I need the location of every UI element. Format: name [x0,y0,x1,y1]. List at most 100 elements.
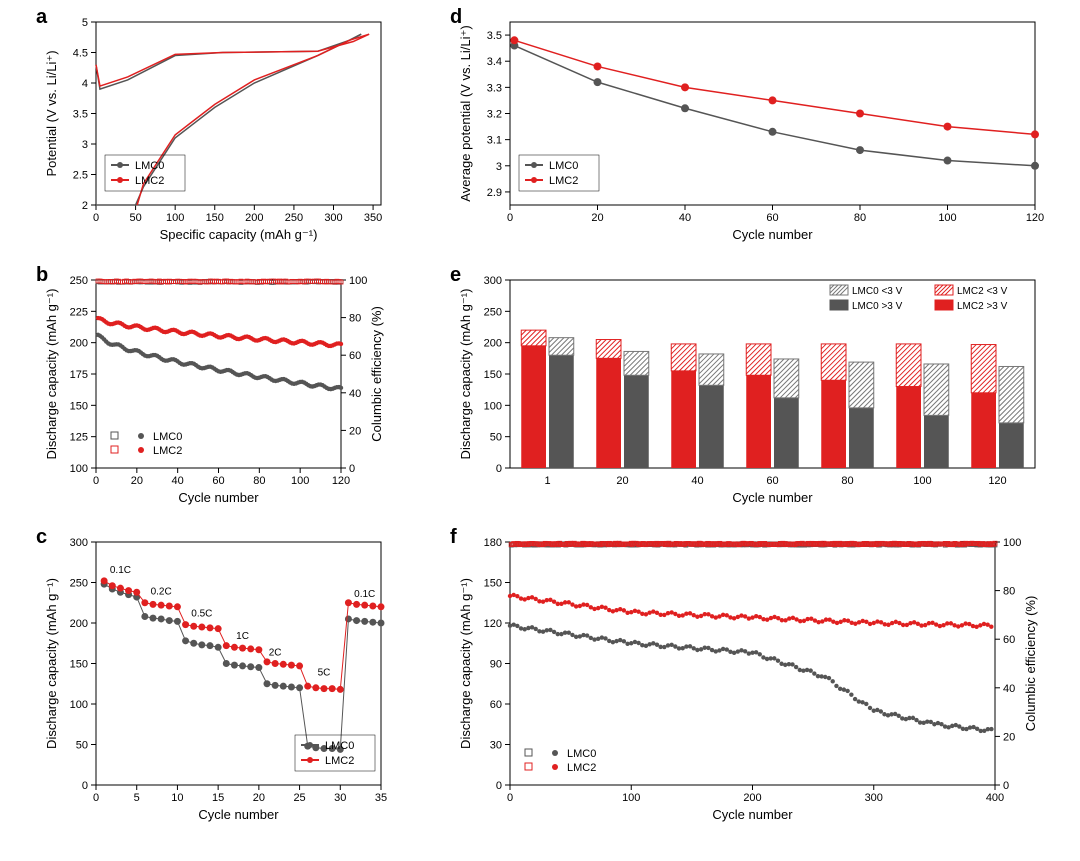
svg-text:50: 50 [490,432,502,444]
svg-text:20: 20 [253,792,265,804]
svg-text:120: 120 [988,475,1006,487]
svg-text:3.4: 3.4 [487,56,502,68]
svg-text:LMC2 <3 V: LMC2 <3 V [957,286,1008,297]
svg-text:60: 60 [349,350,361,362]
svg-text:40: 40 [679,212,691,224]
svg-text:40: 40 [691,475,703,487]
svg-text:0: 0 [93,792,99,804]
svg-text:2: 2 [82,200,88,212]
svg-text:LMC2: LMC2 [549,175,578,187]
svg-text:150: 150 [70,400,88,412]
svg-text:100: 100 [484,400,502,412]
svg-text:20: 20 [591,212,603,224]
svg-text:400: 400 [986,792,1004,804]
svg-text:0: 0 [93,212,99,224]
svg-text:3.1: 3.1 [487,135,502,147]
svg-text:120: 120 [1026,212,1044,224]
svg-text:120: 120 [484,618,502,630]
svg-text:20: 20 [131,475,143,487]
svg-text:Cycle number: Cycle number [712,807,793,822]
svg-text:1: 1 [544,475,550,487]
svg-text:100: 100 [166,212,184,224]
svg-text:20: 20 [1003,731,1015,743]
svg-text:300: 300 [324,212,342,224]
svg-text:5: 5 [134,792,140,804]
svg-text:LMC2: LMC2 [153,445,182,457]
svg-text:LMC0 <3 V: LMC0 <3 V [852,286,903,297]
panel-b: 020406080100120100125150175200225250Cycl… [36,268,396,513]
svg-text:Potential (V vs. Li/Li⁺): Potential (V vs. Li/Li⁺) [44,50,59,176]
svg-text:LMC2 >3 V: LMC2 >3 V [957,301,1008,312]
svg-text:150: 150 [206,212,224,224]
svg-text:2.9: 2.9 [487,187,502,199]
svg-text:100: 100 [622,792,640,804]
svg-text:0: 0 [507,792,513,804]
svg-text:200: 200 [743,792,761,804]
svg-text:25: 25 [293,792,305,804]
svg-text:200: 200 [484,338,502,350]
svg-text:Cycle number: Cycle number [732,490,813,505]
svg-text:100: 100 [1003,537,1021,549]
svg-text:10: 10 [171,792,183,804]
svg-text:60: 60 [212,475,224,487]
svg-text:Discharge capacity (mAh g⁻¹): Discharge capacity (mAh g⁻¹) [458,289,473,460]
panel-d: 0204060801001202.933.13.23.33.43.5Cycle … [450,10,1050,250]
panel-a: 05010015020025030035022.533.544.55Specif… [36,10,396,250]
svg-text:0: 0 [507,212,513,224]
svg-text:LMC0: LMC0 [153,431,182,443]
svg-text:3: 3 [496,161,502,173]
svg-text:40: 40 [172,475,184,487]
svg-text:250: 250 [484,306,502,318]
svg-text:Discharge capacity (mAh g⁻¹): Discharge capacity (mAh g⁻¹) [44,289,59,460]
svg-text:LMC2: LMC2 [325,755,354,767]
svg-text:100: 100 [70,699,88,711]
svg-text:4.5: 4.5 [73,48,88,60]
svg-text:2C: 2C [269,647,282,658]
svg-text:80: 80 [841,475,853,487]
svg-text:100: 100 [70,463,88,475]
svg-text:50: 50 [129,212,141,224]
svg-text:Discharge capacity (mAh g⁻¹): Discharge capacity (mAh g⁻¹) [458,578,473,749]
svg-text:LMC2: LMC2 [135,175,164,187]
svg-text:LMC2: LMC2 [567,762,596,774]
svg-text:15: 15 [212,792,224,804]
svg-text:60: 60 [766,475,778,487]
svg-text:LMC0: LMC0 [135,160,164,172]
panel-c: 05101520253035050100150200250300Cycle nu… [36,530,396,830]
svg-text:0: 0 [349,463,355,475]
svg-text:0: 0 [82,780,88,792]
svg-text:100: 100 [349,275,367,287]
svg-text:20: 20 [616,475,628,487]
svg-text:0.5C: 0.5C [191,609,212,620]
svg-text:90: 90 [490,659,502,671]
svg-text:LMC0: LMC0 [325,740,354,752]
svg-text:60: 60 [490,699,502,711]
svg-text:100: 100 [938,212,956,224]
svg-text:LMC0 >3 V: LMC0 >3 V [852,301,903,312]
svg-text:30: 30 [490,740,502,752]
svg-text:60: 60 [1003,634,1015,646]
figure: a b c d e f 05010015020025030035022.533.… [0,0,1080,861]
svg-text:200: 200 [70,618,88,630]
panel-e: 050100150200250300Cycle numberDischarge … [450,268,1050,513]
svg-text:100: 100 [913,475,931,487]
svg-text:125: 125 [70,432,88,444]
svg-text:150: 150 [70,659,88,671]
svg-text:60: 60 [766,212,778,224]
svg-text:Specific capacity (mAh g⁻¹): Specific capacity (mAh g⁻¹) [160,227,318,242]
svg-text:300: 300 [865,792,883,804]
svg-text:120: 120 [332,475,350,487]
svg-text:0.1C: 0.1C [354,589,375,600]
svg-text:Cycle number: Cycle number [178,490,259,505]
svg-text:0: 0 [1003,780,1009,792]
svg-text:LMC0: LMC0 [549,160,578,172]
svg-text:5: 5 [82,17,88,29]
panel-f: 01002003004000306090120150180Cycle numbe… [450,530,1050,830]
svg-text:20: 20 [349,425,361,437]
svg-text:180: 180 [484,537,502,549]
svg-text:150: 150 [484,369,502,381]
svg-text:250: 250 [70,578,88,590]
svg-text:175: 175 [70,369,88,381]
svg-text:3: 3 [82,139,88,151]
svg-text:Cycle number: Cycle number [732,227,813,242]
